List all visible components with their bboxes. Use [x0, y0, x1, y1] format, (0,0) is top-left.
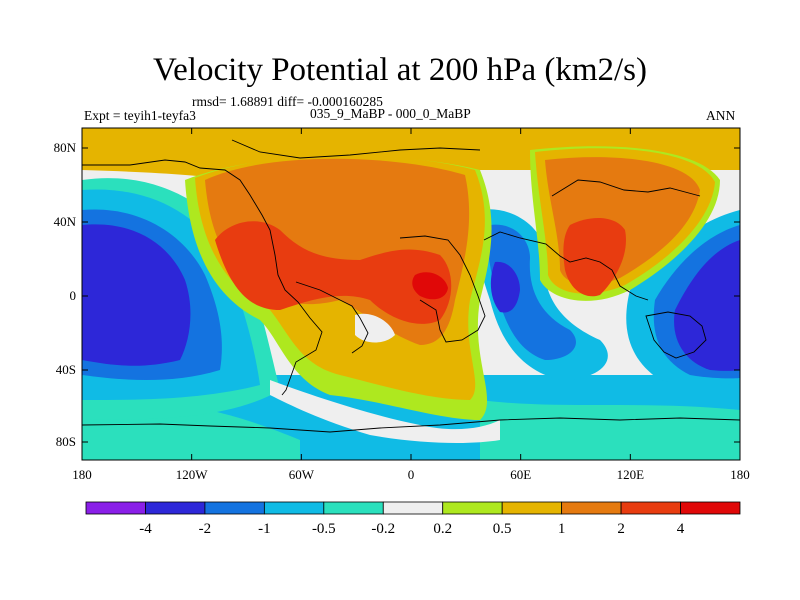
- colorbar-label: 0.2: [433, 521, 452, 537]
- colorbar-swatch: [501, 501, 563, 515]
- colorbar-swatch: [680, 501, 741, 515]
- colorbar-label: -1: [258, 521, 271, 537]
- colorbar-swatch: [85, 501, 146, 515]
- map-title: Velocity Potential at 200 hPa (km2/s): [152, 52, 648, 88]
- lon-label: 60W: [289, 467, 315, 482]
- lat-label: 80S: [56, 434, 76, 449]
- colorbar-label: 4: [677, 521, 685, 537]
- colorbar-swatch: [323, 501, 384, 515]
- latitude-axis: 80N 40N 0 40S 80S: [54, 140, 740, 449]
- colorbar-swatch: [620, 501, 681, 515]
- experiment-label: Expt = teyih1-teyfa3: [84, 108, 196, 123]
- colorbar-label: -0.2: [371, 521, 395, 537]
- colorbar-swatch: [442, 501, 503, 515]
- colorbar-label: -2: [199, 521, 212, 537]
- colorbar-label: 0.5: [493, 521, 512, 537]
- lon-label: 120W: [176, 467, 209, 482]
- lon-label: 0: [408, 467, 415, 482]
- colorbar-swatch: [382, 501, 444, 515]
- lat-label: 40S: [56, 362, 76, 377]
- season-label: ANN: [706, 108, 736, 123]
- stats-text: rmsd= 1.68891 diff= -0.000160285: [192, 94, 383, 109]
- colorbar-swatch: [263, 501, 325, 515]
- colorbar: -4 -2 -1 -0.5 -0.2 0.2 0.5 1 2 4: [85, 501, 741, 537]
- coastlines: [82, 139, 740, 433]
- colorbar-swatch: [204, 501, 265, 515]
- lon-label: 60E: [510, 467, 531, 482]
- colorbar-swatch: [561, 501, 622, 515]
- lon-label: 180: [730, 467, 750, 482]
- lon-label: 180: [72, 467, 92, 482]
- colorbar-label: -4: [139, 521, 152, 537]
- lat-label: 40N: [54, 214, 77, 229]
- lat-label: 0: [70, 288, 77, 303]
- lat-label: 80N: [54, 140, 77, 155]
- period-label: 035_9_MaBP - 000_0_MaBP: [310, 106, 471, 121]
- colorbar-label: -0.5: [312, 521, 336, 537]
- lon-label: 120E: [617, 467, 645, 482]
- colorbar-label: 2: [617, 521, 625, 537]
- colorbar-label: 1: [558, 521, 566, 537]
- contour-fill: [82, 128, 740, 460]
- longitude-axis: 180 120W 60W 0 60E 120E 180: [72, 128, 750, 482]
- colorbar-swatch: [145, 501, 206, 515]
